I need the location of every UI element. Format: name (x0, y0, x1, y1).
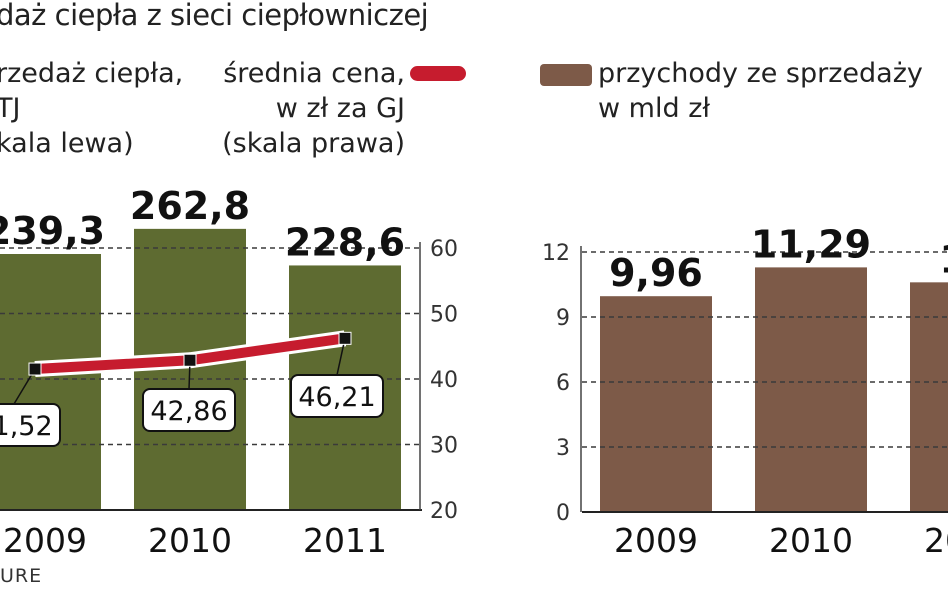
price-value-box-2011 (290, 374, 384, 418)
legend-revenue-line2: w mld zł (598, 93, 711, 124)
right-category-label-2009: 2009 (614, 521, 698, 560)
legend-revenue-swatch (540, 64, 592, 86)
legend-revenue-line1: przychody ze sprzedaży (598, 58, 923, 89)
price-value-label-2009: 41,52 (0, 411, 53, 442)
right-category-label-2011: 2011 (924, 521, 948, 560)
right-category-label-2010: 2010 (769, 521, 853, 560)
legend-heat-sales-line3: kala lewa) (0, 128, 134, 159)
revenue-value-label-2010: 11,29 (751, 222, 871, 266)
legend-average-price-line3: (skala prawa) (222, 128, 405, 159)
price-value-label-2011: 46,21 (298, 382, 375, 413)
price-value-label-2010: 42,86 (150, 396, 227, 427)
price-marker-2010 (183, 353, 197, 367)
revenue-value-label-2009: 9,96 (609, 251, 703, 295)
legend-revenue: przychody ze sprzedaży w mld zł (598, 56, 923, 126)
legend-price-line-swatch (410, 66, 466, 81)
left-category-label-2010: 2010 (148, 521, 232, 560)
revenue-axis-tick-label: 0 (556, 501, 570, 526)
revenue-axis-tick-label: 12 (542, 241, 570, 266)
right-axis-tick-label: 60 (430, 237, 458, 262)
price-value-box-2010 (142, 388, 236, 432)
legend-average-price: średnia cena, w zł za GJ (skala prawa) (222, 56, 405, 161)
revenue-value-label-2011: 10 (940, 237, 948, 281)
right-axis-tick-label: 40 (430, 368, 458, 393)
heat-sales-value-label-2011: 228,6 (285, 220, 405, 264)
heat-sales-bar-2009 (0, 254, 101, 510)
legend-average-price-line1: średnia cena, (223, 58, 405, 89)
revenue-bar-2010 (755, 267, 867, 512)
legend-heat-sales-line2: TJ (0, 93, 21, 124)
price-marker-2009 (28, 362, 42, 376)
heat-sales-value-label-2010: 262,8 (130, 184, 250, 228)
legend-heat-sales: rzedaż ciepła, TJ kala lewa) (0, 56, 183, 161)
heat-sales-value-label-2009: 239,3 (0, 209, 105, 253)
revenue-axis-tick-label: 6 (556, 371, 570, 396)
revenue-axis-tick-label: 9 (556, 306, 570, 331)
right-axis-tick-label: 50 (430, 303, 458, 328)
revenue-bar-2009 (600, 296, 712, 512)
right-axis-tick-label: 20 (430, 499, 458, 524)
source-label: URE (0, 565, 43, 587)
chart-title: daż ciepła z sieci ciepłowniczej (0, 0, 429, 32)
revenue-axis-tick-label: 3 (556, 436, 570, 461)
price-marker-2011 (338, 331, 352, 345)
right-axis-tick-label: 30 (430, 434, 458, 459)
left-category-label-2009: 2009 (3, 521, 87, 560)
legend-average-price-line2: w zł za GJ (275, 93, 405, 124)
left-category-label-2011: 2011 (303, 521, 387, 560)
revenue-bar-2011 (910, 282, 948, 512)
price-value-box-2009 (0, 403, 61, 447)
legend-heat-sales-line1: rzedaż ciepła, (0, 58, 184, 89)
